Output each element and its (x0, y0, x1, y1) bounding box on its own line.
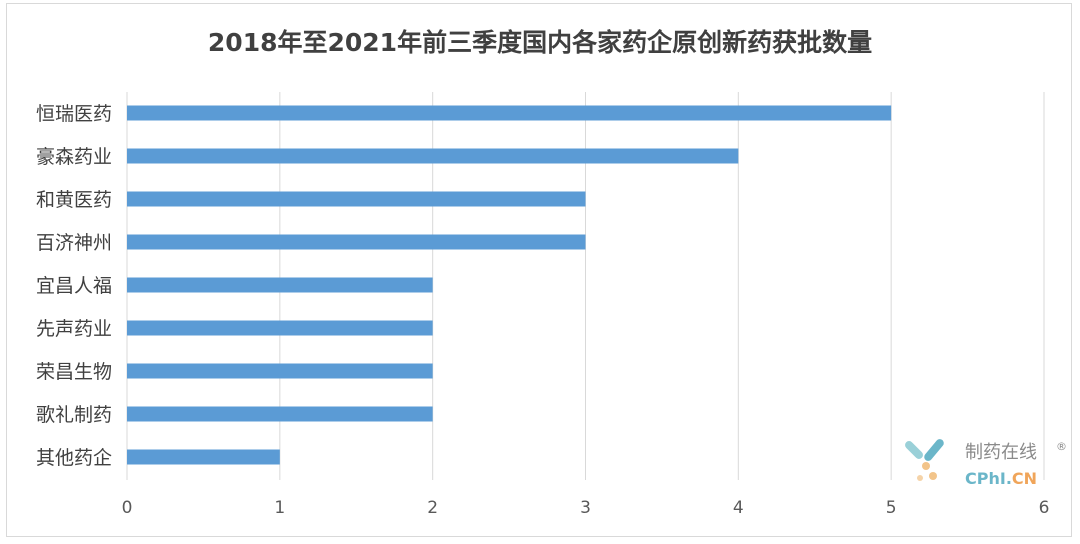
category-label: 和黄医药 (36, 189, 112, 211)
bar (127, 105, 892, 121)
bar (127, 277, 433, 293)
category-label: 豪森药业 (36, 146, 112, 168)
bar (127, 363, 433, 379)
category-label: 其他药企 (36, 447, 112, 469)
category-label: 恒瑞医药 (36, 103, 112, 125)
watermark-name-en: CPhI.CN (965, 469, 1037, 488)
bar (127, 148, 739, 164)
bars (127, 105, 892, 465)
category-label: 百济神州 (36, 232, 112, 254)
x-tick-label: 6 (1039, 498, 1050, 518)
bar (127, 320, 433, 336)
x-tick-label: 0 (122, 498, 133, 518)
x-tick-labels: 0 1 2 3 4 5 6 (122, 498, 1050, 518)
bar (127, 191, 586, 207)
category-label: 先声药业 (36, 318, 112, 340)
x-tick-label: 3 (580, 498, 591, 518)
watermark-name-cn: 制药在线 (965, 442, 1037, 463)
bar (127, 406, 433, 422)
x-tick-label: 4 (733, 498, 744, 518)
category-label: 荣昌生物 (36, 361, 112, 383)
chart-frame (6, 3, 1072, 537)
x-tick-label: 5 (886, 498, 897, 518)
category-label: 宜昌人福 (36, 275, 112, 297)
bar (127, 449, 280, 465)
cphi-logo-icon (905, 439, 944, 481)
x-tick-label: 2 (427, 498, 438, 518)
watermark: 制药在线 ® CPhI.CN (905, 439, 1067, 488)
category-label: 歌礼制药 (36, 404, 112, 426)
watermark-name-en-right: CN (1012, 469, 1037, 488)
bar (127, 234, 586, 250)
watermark-registered-mark: ® (1056, 440, 1067, 453)
chart-title: 2018年至2021年前三季度国内各家药企原创新药获批数量 (208, 28, 872, 57)
x-tick-label: 1 (274, 498, 285, 518)
watermark-name-en-left: CPhI. (965, 469, 1012, 488)
